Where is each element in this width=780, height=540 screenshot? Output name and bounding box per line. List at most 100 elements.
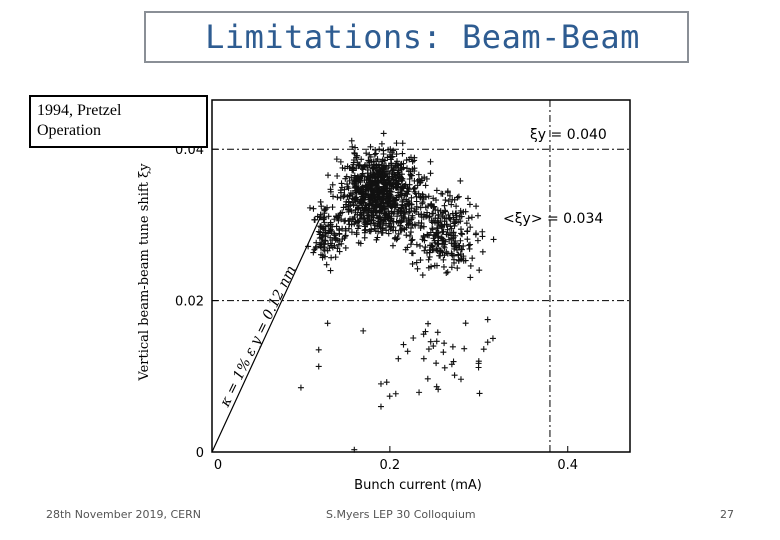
data-point [408, 194, 415, 201]
data-point [474, 237, 481, 244]
data-point [354, 173, 361, 180]
data-point [389, 242, 396, 249]
data-point [397, 161, 404, 168]
data-point [355, 204, 362, 211]
data-point [330, 193, 337, 200]
data-point [367, 186, 374, 193]
data-point [362, 226, 369, 233]
data-point [351, 149, 358, 156]
data-point [332, 236, 339, 243]
data-point [484, 316, 491, 323]
data-point [364, 182, 371, 189]
reference-line-label: ξy = 0.040 [530, 127, 607, 143]
data-point [358, 211, 365, 218]
data-point [382, 211, 389, 218]
data-point [384, 191, 391, 198]
data-point [436, 252, 443, 259]
data-point [446, 236, 453, 243]
data-point [433, 262, 440, 269]
data-point [353, 229, 360, 236]
data-point [373, 170, 380, 177]
data-point [339, 236, 346, 243]
data-point [452, 210, 459, 217]
data-point [387, 180, 394, 187]
data-point [401, 209, 408, 216]
data-point [395, 219, 402, 226]
data-point [452, 239, 459, 246]
data-point [329, 204, 336, 211]
data-point [479, 248, 486, 255]
average-label: <ξy> = 0.034 [503, 211, 603, 227]
x-tick-label: 0.4 [557, 458, 578, 473]
data-point [451, 372, 458, 379]
data-point [451, 245, 458, 252]
data-point [319, 254, 326, 261]
data-point [402, 246, 409, 253]
data-point [392, 204, 399, 211]
data-point [340, 204, 347, 211]
data-point [440, 256, 447, 263]
data-point [323, 261, 330, 268]
data-point [446, 230, 453, 237]
data-point [369, 172, 376, 179]
data-point [407, 172, 414, 179]
data-point [433, 197, 440, 204]
data-point [401, 182, 408, 189]
data-point [426, 246, 433, 253]
data-point [463, 220, 470, 227]
footer-date: 28th November 2019, CERN [46, 508, 201, 521]
data-point [453, 247, 460, 254]
data-point [441, 252, 448, 259]
data-point [395, 230, 402, 237]
data-point [440, 349, 447, 356]
data-point [394, 169, 401, 176]
data-point [378, 204, 385, 211]
data-point [423, 213, 430, 220]
data-point [468, 214, 475, 221]
data-point [420, 331, 427, 338]
data-point [418, 175, 425, 182]
data-point [407, 241, 414, 248]
data-points [297, 130, 497, 453]
data-point [415, 171, 422, 178]
data-point [373, 162, 380, 169]
data-point [442, 197, 449, 204]
data-point [373, 181, 380, 188]
data-point [386, 393, 393, 400]
data-point [325, 172, 332, 179]
data-point [440, 228, 447, 235]
data-point [406, 156, 413, 163]
data-point [408, 250, 415, 257]
data-point [367, 143, 374, 150]
data-point [383, 227, 390, 234]
data-point [321, 219, 328, 226]
data-point [377, 380, 384, 387]
data-point [377, 225, 384, 232]
data-point [355, 222, 362, 229]
data-point [462, 320, 469, 327]
data-point [351, 181, 358, 188]
data-point [435, 386, 442, 393]
data-point [393, 151, 400, 158]
data-point [480, 346, 487, 353]
data-point [337, 189, 344, 196]
data-point [335, 217, 342, 224]
data-point [318, 234, 325, 241]
data-point [434, 329, 441, 336]
data-point [457, 376, 464, 383]
data-point [327, 234, 334, 241]
footer-talk: S.Myers LEP 30 Colloquium [326, 508, 476, 521]
data-point [440, 263, 447, 270]
data-point [439, 235, 446, 242]
data-point [374, 184, 381, 191]
data-point [425, 193, 432, 200]
data-point [341, 186, 348, 193]
data-point [311, 216, 318, 223]
data-point [419, 200, 426, 207]
annotation-box: 1994, Pretzel Operation [29, 95, 208, 148]
data-point [449, 343, 456, 350]
data-point [388, 154, 395, 161]
data-point [354, 217, 361, 224]
data-point [457, 177, 464, 184]
